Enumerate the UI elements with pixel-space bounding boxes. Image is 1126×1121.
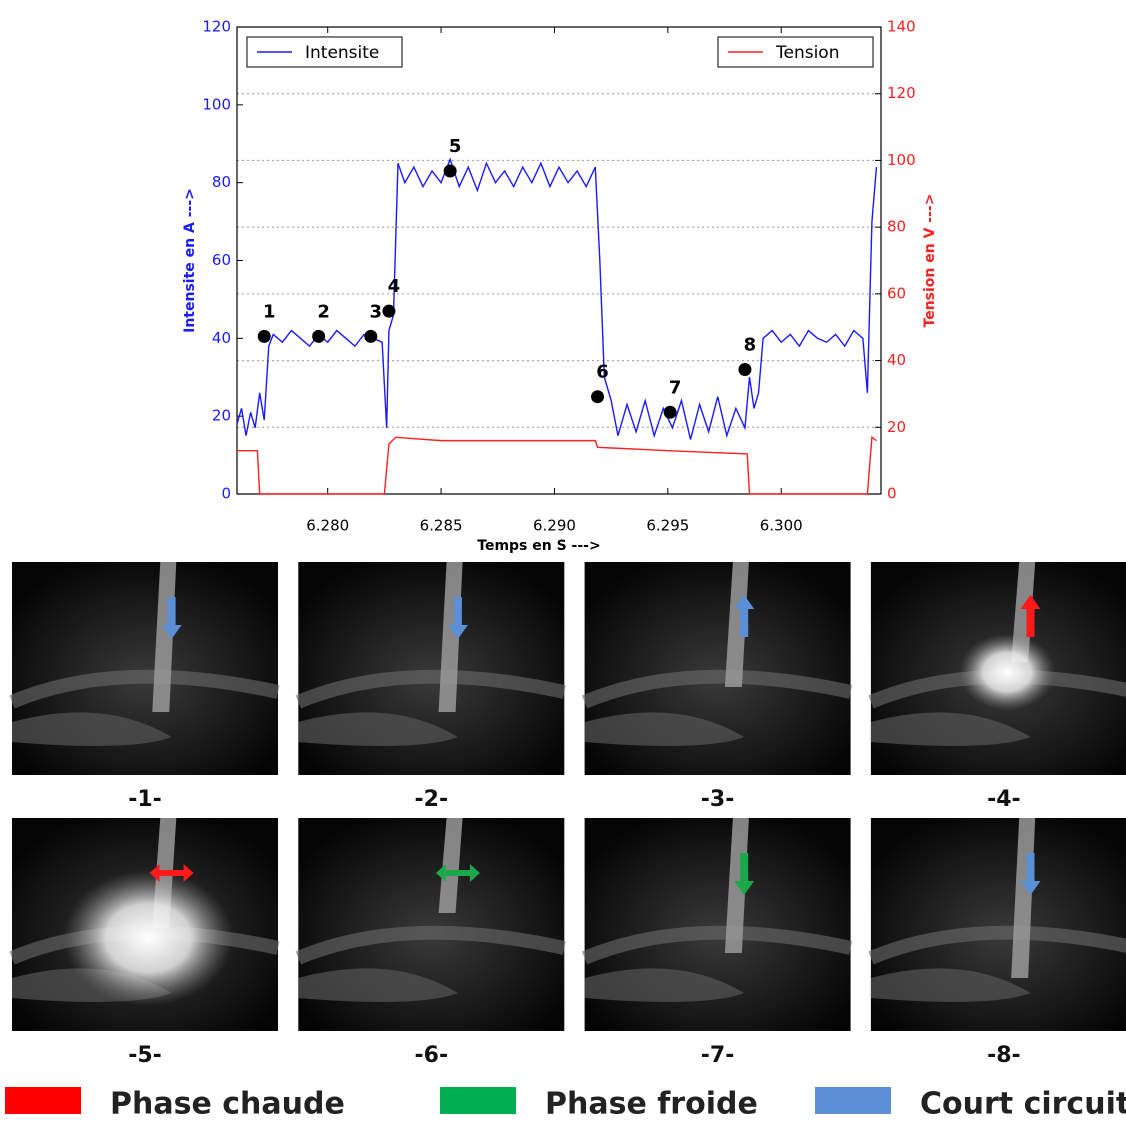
workpiece-arc: [9, 669, 280, 709]
x-tick-label: 6.280: [306, 517, 349, 535]
legend-label: Phase froide: [545, 1087, 758, 1121]
workpiece-arc: [295, 925, 566, 965]
event-point: [591, 390, 605, 404]
panel-caption: -5-: [128, 1043, 162, 1068]
legend-label: Court circuit: [920, 1087, 1126, 1121]
panel-caption: -8-: [987, 1043, 1021, 1068]
panel-caption: -7-: [701, 1043, 735, 1068]
y-tick-label: 100: [202, 95, 231, 113]
x-tick-label: 6.300: [760, 517, 803, 535]
arc-glow: [959, 633, 1056, 711]
legend-swatch: [815, 1087, 891, 1114]
workpiece-arc: [581, 925, 853, 965]
event-label: 4: [388, 276, 401, 297]
y-tick-label: 80: [212, 173, 231, 191]
workpiece-edge: [298, 968, 458, 1002]
legend-swatch: [440, 1087, 516, 1114]
y2-axis-label: Tension en V --->: [922, 194, 938, 328]
phase-arrow: [435, 864, 480, 882]
workpiece-arc: [581, 669, 853, 709]
y-axis-label: Intensite en A --->: [182, 188, 198, 333]
y2-tick-label: 80: [887, 218, 906, 236]
event-label: 3: [370, 301, 383, 322]
y2-tick-label: 60: [887, 284, 906, 302]
workpiece-edge: [584, 968, 745, 1002]
event-point: [738, 362, 752, 376]
workpiece-edge: [298, 712, 458, 746]
chart-background: [175, 10, 940, 558]
panel-caption: -2-: [415, 787, 449, 812]
y2-tick-label: 20: [887, 418, 906, 436]
photo-panels: -1- -2- -3- -4- -5- -6- -7- -8-: [9, 562, 1126, 1068]
phase-arrow: [447, 597, 468, 639]
legend-swatch: [5, 1087, 81, 1114]
phase-legend: Phase chaude Phase froide Court circuit: [5, 1087, 1126, 1121]
y-tick-label: 0: [221, 485, 231, 503]
event-label: 6: [596, 362, 609, 383]
electrode: [438, 818, 463, 913]
y-tick-label: 60: [212, 251, 231, 269]
event-point: [312, 329, 326, 343]
phase-arrow: [1020, 595, 1041, 637]
workpiece-edge: [584, 712, 745, 746]
panel-caption: -6-: [415, 1043, 449, 1068]
legend-label: Tension: [775, 43, 839, 63]
y2-tick-label: 140: [887, 18, 916, 36]
workpiece-edge: [870, 968, 1031, 1002]
legend-label: Phase chaude: [110, 1087, 345, 1121]
event-point: [382, 304, 396, 318]
workpiece-arc: [295, 669, 566, 709]
event-point: [443, 164, 457, 178]
x-tick-label: 6.285: [420, 517, 463, 535]
phase-arrow: [161, 597, 182, 639]
event-label: 7: [669, 377, 682, 398]
y-tick-label: 40: [212, 329, 231, 347]
y-tick-label: 20: [212, 407, 231, 425]
phase-arrow: [1020, 853, 1041, 895]
y2-tick-label: 0: [887, 485, 897, 503]
event-label: 5: [449, 136, 462, 157]
panel-caption: -3-: [701, 787, 735, 812]
workpiece-edge: [12, 712, 172, 746]
x-tick-label: 6.295: [646, 517, 689, 535]
event-point: [663, 405, 677, 419]
series-line: [236, 157, 878, 440]
y2-tick-label: 100: [887, 151, 916, 169]
phase-arrow: [149, 864, 194, 882]
x-tick-label: 6.290: [533, 517, 576, 535]
event-label: 1: [263, 301, 276, 322]
event-label: 2: [317, 301, 330, 322]
event-point: [257, 329, 271, 343]
panel-caption: -4-: [987, 787, 1021, 812]
panel-caption: -1-: [128, 787, 162, 812]
event-label: 8: [744, 334, 757, 355]
plot-frame: [236, 26, 882, 495]
workpiece-edge: [870, 712, 1031, 746]
electrode: [724, 818, 749, 953]
x-axis-label: Temps en S --->: [477, 538, 600, 554]
phase-arrow: [734, 595, 755, 637]
series-line: [237, 435, 877, 495]
event-point: [364, 329, 378, 343]
y2-tick-label: 120: [887, 84, 916, 102]
y2-tick-label: 40: [887, 351, 906, 369]
chart: 0 20 40 60 80 100 120 0 20 40 60 80 100 120 140 6.280 6.…: [182, 18, 938, 555]
arc-glow: [63, 870, 234, 1006]
y-tick-label: 120: [202, 18, 231, 36]
legend-label: Intensite: [305, 43, 379, 63]
workpiece-arc: [868, 925, 1126, 965]
phase-arrow: [734, 853, 755, 895]
electrode: [724, 562, 749, 687]
